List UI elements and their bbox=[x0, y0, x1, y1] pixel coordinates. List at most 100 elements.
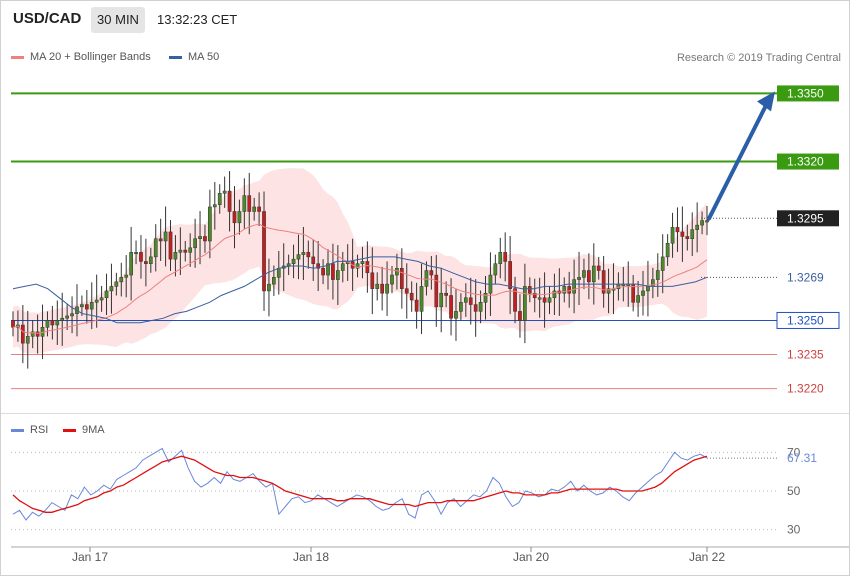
candle-body bbox=[463, 297, 468, 303]
candle-body bbox=[89, 302, 94, 310]
candle-body bbox=[434, 274, 439, 308]
rsi-ma-line bbox=[12, 455, 708, 513]
candle-body bbox=[262, 211, 266, 292]
candle-body bbox=[380, 283, 384, 294]
candle-body bbox=[424, 270, 429, 287]
candle-body bbox=[267, 283, 271, 292]
rsi-last-label: 67.31 bbox=[787, 451, 817, 465]
candle-body bbox=[198, 236, 202, 239]
forecast-arrow-shaft bbox=[707, 101, 769, 221]
level-label-support: 1.3220 bbox=[787, 382, 824, 396]
candle-body bbox=[567, 286, 572, 294]
candle-body bbox=[311, 256, 316, 264]
candle-body bbox=[700, 220, 704, 226]
ma50-line bbox=[12, 256, 708, 324]
candle-body bbox=[99, 297, 104, 301]
candle-body bbox=[468, 297, 473, 305]
candle-body bbox=[646, 286, 650, 292]
candle-body bbox=[478, 302, 483, 312]
candle-body bbox=[134, 252, 138, 255]
candle-body bbox=[385, 283, 389, 294]
candle-body bbox=[183, 249, 188, 253]
candle-body bbox=[173, 252, 178, 260]
candle-body bbox=[286, 263, 291, 267]
candle-body bbox=[680, 231, 685, 237]
rsi-line bbox=[12, 447, 708, 521]
candle-body bbox=[55, 320, 60, 326]
candle-body bbox=[577, 277, 581, 280]
rsi-tick-label: 70 bbox=[787, 445, 801, 459]
timeframe-button[interactable]: 30 MIN bbox=[91, 7, 145, 33]
symbol-label: USD/CAD bbox=[13, 10, 82, 27]
ma50-label: MA 50 bbox=[188, 51, 220, 63]
candle-body bbox=[148, 256, 153, 264]
candle-body bbox=[188, 247, 193, 253]
candle-body bbox=[84, 304, 89, 310]
candle-body bbox=[30, 331, 35, 337]
level-label-pivot: 1.3250 bbox=[787, 313, 824, 327]
candle-body bbox=[601, 270, 606, 294]
candle-body bbox=[527, 286, 532, 294]
candle-body bbox=[45, 320, 50, 328]
candle-body bbox=[139, 252, 143, 262]
candle-body bbox=[459, 302, 463, 312]
level-label-resistance: 1.3320 bbox=[787, 155, 824, 169]
candle-body bbox=[232, 211, 237, 224]
candle-body bbox=[498, 252, 503, 264]
candle-body bbox=[336, 270, 340, 280]
candle-body bbox=[94, 299, 99, 303]
forecast-arrow-icon bbox=[707, 91, 775, 221]
candle-body bbox=[537, 297, 542, 300]
candle-body bbox=[483, 292, 488, 303]
candle-body bbox=[60, 317, 65, 321]
ma20-line bbox=[12, 223, 708, 334]
candle-body bbox=[454, 311, 458, 319]
candle-body bbox=[35, 331, 40, 337]
candle-body bbox=[414, 299, 419, 312]
candle-body bbox=[493, 263, 498, 276]
x-tick-label: Jan 20 bbox=[513, 550, 549, 564]
copyright-label: Research © 2019 Trading Central bbox=[676, 52, 841, 64]
legend-rsi: RSI bbox=[11, 424, 48, 436]
candle-body bbox=[247, 195, 252, 212]
indicator-lines bbox=[12, 223, 708, 334]
level-label-ma: 1.3269 bbox=[787, 270, 824, 284]
candle-body bbox=[360, 261, 365, 264]
bollinger-band-area bbox=[13, 168, 707, 354]
level-label-support: 1.3235 bbox=[787, 348, 824, 362]
candle-body bbox=[20, 324, 25, 344]
candle-body bbox=[532, 292, 537, 299]
clock-label: 13:32:23 CET bbox=[157, 12, 238, 27]
bollinger-swatch-icon bbox=[11, 55, 24, 59]
candle-body bbox=[660, 256, 665, 271]
candle-body bbox=[50, 320, 55, 326]
candle-body bbox=[321, 267, 325, 276]
candle-body bbox=[25, 336, 30, 344]
candle-body bbox=[542, 297, 547, 303]
rsi-tick-label: 30 bbox=[787, 523, 801, 537]
candle-body bbox=[291, 258, 296, 264]
candle-body bbox=[508, 261, 512, 289]
rsi-swatch-icon bbox=[11, 428, 24, 432]
candle-body bbox=[227, 190, 232, 212]
x-tick-label: Jan 17 bbox=[72, 550, 108, 564]
candle-body bbox=[390, 274, 394, 285]
candle-body bbox=[109, 286, 114, 292]
candle-body bbox=[606, 288, 611, 294]
candle-body bbox=[208, 206, 212, 242]
candle-body bbox=[242, 195, 247, 212]
candle-body bbox=[375, 283, 380, 289]
price-levels bbox=[11, 92, 777, 390]
candle-body bbox=[547, 297, 552, 303]
candle-body bbox=[675, 227, 680, 233]
candle-body bbox=[296, 254, 301, 260]
candle-body bbox=[655, 270, 660, 280]
rsi-separator bbox=[1, 413, 849, 414]
rsi-lines bbox=[12, 447, 708, 521]
x-axis: Jan 17 Jan 18 Jan 20 Jan 22 bbox=[11, 546, 849, 564]
candle-body bbox=[523, 286, 527, 321]
candle-body bbox=[70, 313, 74, 317]
rsi-label: RSI bbox=[30, 424, 49, 436]
